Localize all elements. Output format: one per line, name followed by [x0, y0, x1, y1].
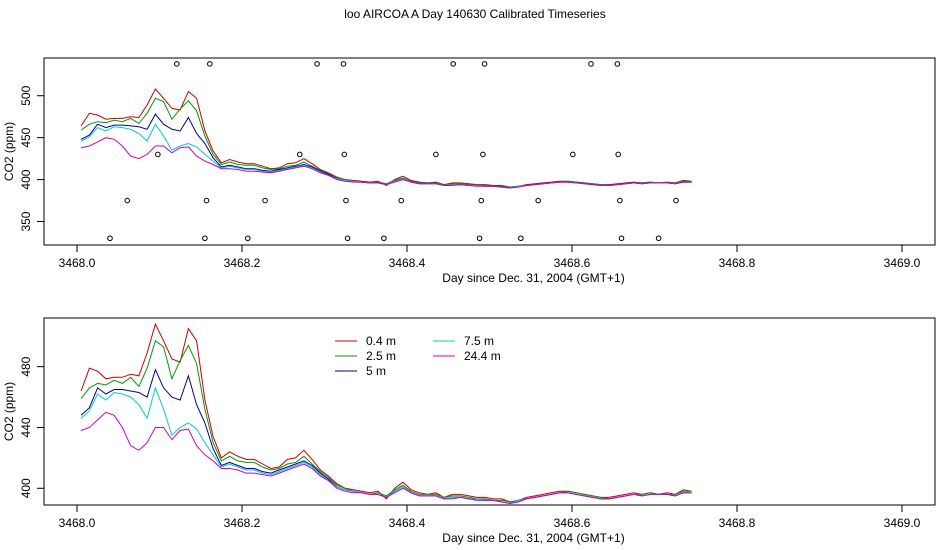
calibration-marker: [480, 151, 486, 158]
calibration-marker: [615, 151, 622, 158]
calibration-marker: [655, 235, 662, 242]
calibration-marker: [476, 235, 483, 242]
y-axis-label: CO2 (ppm): [2, 382, 16, 441]
calibration-marker: [433, 151, 439, 158]
series-line-7-5-m: [80, 386, 692, 505]
series-line-5-m: [80, 368, 692, 505]
x-tick-label: 3468.6: [554, 516, 591, 530]
y-tick-label: 400: [19, 478, 33, 498]
calibration-marker: [518, 235, 524, 242]
figure-title: loo AIRCOA A Day 140630 Calibrated Times…: [344, 7, 606, 21]
x-tick-label: 3468.0: [59, 256, 96, 270]
series-line-24-4-m: [80, 411, 692, 505]
calibration-marker: [341, 151, 348, 158]
x-tick-label: 3468.4: [389, 256, 426, 270]
legend-label: 5 m: [366, 364, 386, 378]
calibration-marker: [340, 61, 347, 67]
legend-label: 24.4 m: [464, 349, 501, 363]
calibration-marker: [398, 197, 405, 204]
plot-frame: [43, 317, 936, 506]
calibration-marker: [244, 235, 251, 242]
x-tick-label: 3468.8: [719, 516, 756, 530]
calibration-marker: [107, 235, 113, 242]
calibration-marker: [314, 61, 320, 67]
calibration-marker: [124, 197, 131, 204]
calibration-marker: [535, 197, 541, 204]
y-tick-label: 440: [19, 417, 33, 437]
calibration-marker: [617, 197, 623, 204]
calibration-marker: [174, 61, 180, 67]
calibration-marker: [202, 235, 208, 242]
series-line-2-5-m: [80, 97, 692, 188]
y-tick-label: 480: [19, 356, 33, 376]
calibration-marker: [478, 197, 485, 204]
y-tick-label: 500: [19, 85, 33, 105]
y-tick-label: 450: [19, 127, 33, 147]
x-tick-label: 3468.6: [554, 256, 591, 270]
x-axis-label: Day since Dec. 31, 2004 (GMT+1): [442, 531, 624, 545]
x-tick-label: 3468.2: [224, 256, 261, 270]
x-tick-label: 3469.0: [884, 516, 921, 530]
series-line-2-5-m: [80, 339, 692, 503]
calibration-marker: [296, 151, 303, 158]
calibration-marker: [207, 61, 213, 67]
legend: 0.4 m2.5 m5 m 7.5 m24.4 m: [335, 334, 501, 378]
legend-label: 0.4 m: [366, 334, 396, 348]
series-line-7-5-m: [80, 123, 692, 189]
series-line-0-4-m: [80, 88, 692, 188]
x-axis-label: Day since Dec. 31, 2004 (GMT+1): [442, 271, 624, 285]
calibration-marker: [588, 61, 594, 67]
legend-label: 7.5 m: [464, 334, 494, 348]
calibration-marker: [618, 235, 625, 242]
calibration-marker: [344, 235, 351, 242]
calibration-marker: [155, 151, 161, 158]
panel-bottom: 3468.0 3468.2 3468.4 3468.6 3468.8 3469.0 Day …: [2, 317, 936, 545]
x-tick-label: 3468.4: [389, 516, 426, 530]
calibration-marker: [570, 151, 576, 158]
calibration-marker: [450, 61, 457, 67]
x-tick-label: 3469.0: [884, 256, 921, 270]
series-line-24-4-m: [80, 137, 692, 189]
calibration-marker: [614, 61, 621, 67]
calibration-marker: [481, 61, 488, 67]
legend-label: 2.5 m: [366, 349, 396, 363]
x-tick-label: 3468.2: [224, 516, 261, 530]
calibration-marker: [343, 197, 349, 204]
y-axis-label: CO2 (ppm): [2, 122, 16, 181]
x-tick-label: 3468.8: [719, 256, 756, 270]
calibration-marker: [203, 197, 210, 204]
panel-top: 3468.0 3468.2 3468.4 3468.6 3468.8 3469.0 Day …: [2, 57, 936, 285]
calibration-marker: [673, 197, 679, 204]
calibration-marker: [381, 235, 387, 242]
y-tick-label: 350: [19, 211, 33, 231]
plot-frame: [43, 57, 936, 246]
series-line-5-m: [80, 113, 692, 189]
calibration-marker: [262, 197, 268, 204]
y-tick-label: 400: [19, 169, 33, 189]
x-tick-label: 3468.0: [59, 516, 96, 530]
